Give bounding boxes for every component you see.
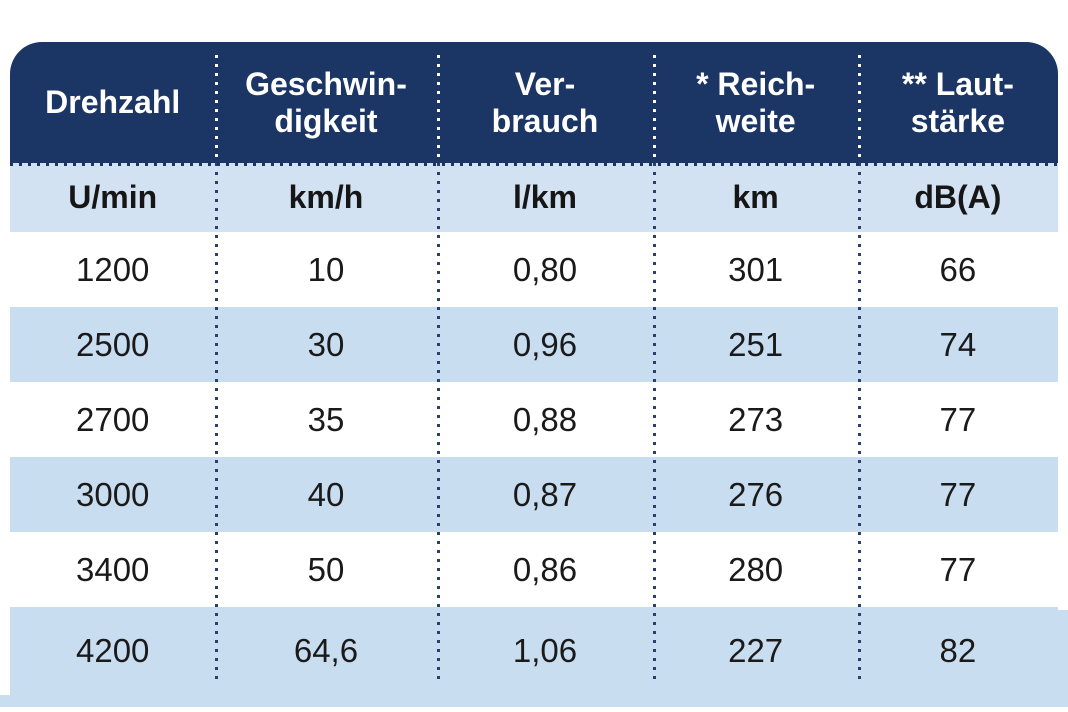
header-line: brauch [491,102,599,139]
column-header-reichweite: * Reich- weite [653,42,857,163]
table-cell: 0,80 [512,250,578,288]
table-cell: 0,86 [512,550,578,588]
unit-cell: km/h [288,179,364,215]
header-line: Ver- [514,65,576,102]
row-background-bleed [0,695,1068,707]
table-cell: 77 [939,475,977,513]
table-row: 1200 10 0,80 301 66 [10,232,1058,307]
table-cell: 0,88 [512,400,578,438]
header-line: Drehzahl [45,84,181,120]
row-background-bleed [1058,610,1068,707]
unit-cell: km [732,179,779,215]
table-cell: 276 [728,475,784,513]
header-line: * Reich- [696,65,816,102]
table-cell: 2500 [75,325,150,363]
table-cell: 3000 [75,475,150,513]
table-cell: 0,87 [512,475,578,513]
table-cell: 66 [939,250,977,288]
column-header-verbrauch: Ver- brauch [437,42,654,163]
table-row: 4200 64,6 1,06 227 82 [10,607,1058,695]
table-cell: 1200 [75,250,150,288]
table-cell: 273 [728,400,784,438]
table-cell: 301 [728,250,784,288]
table-row: 3400 50 0,86 280 77 [10,532,1058,607]
data-table: Drehzahl Geschwin- digkeit Ver- brauch *… [10,42,1058,695]
header-line: Geschwin- [245,65,407,102]
table-cell: 30 [307,325,345,363]
header-line: digkeit [274,102,378,139]
table-cell: 251 [728,325,784,363]
table-cell: 77 [939,400,977,438]
table-cell: 4200 [75,632,150,669]
table-cell: 227 [728,632,784,669]
table-cell: 50 [307,550,345,588]
table-cell: 2700 [75,400,150,438]
table-row: 3000 40 0,87 276 77 [10,457,1058,532]
table-cell: 0,96 [512,325,578,363]
column-header-geschwindigkeit: Geschwin- digkeit [215,42,436,163]
table-cell: 40 [307,475,345,513]
header-line: ** Laut- [901,65,1014,102]
unit-cell: dB(A) [914,179,1002,215]
table-cell: 77 [939,550,977,588]
table-units-row: U/min km/h l/km km dB(A) [10,163,1058,232]
table-cell: 10 [307,250,345,288]
unit-cell: l/km [512,179,577,215]
table-cell: 64,6 [293,632,359,669]
unit-cell: U/min [68,179,158,215]
table-cell: 1,06 [512,632,578,669]
table-cell: 74 [939,325,977,363]
table-cell: 3400 [75,550,150,588]
table-row: 2500 30 0,96 251 74 [10,307,1058,382]
table-cell: 35 [307,400,345,438]
table-cell: 82 [939,632,977,669]
header-line: weite [715,102,796,139]
column-header-lautstaerke: ** Laut- stärke [858,42,1058,163]
column-header-drehzahl: Drehzahl [10,42,215,163]
table-row: 2700 35 0,88 273 77 [10,382,1058,457]
header-line: stärke [910,102,1006,139]
table-header-row: Drehzahl Geschwin- digkeit Ver- brauch *… [10,42,1058,163]
table-cell: 280 [728,550,784,588]
